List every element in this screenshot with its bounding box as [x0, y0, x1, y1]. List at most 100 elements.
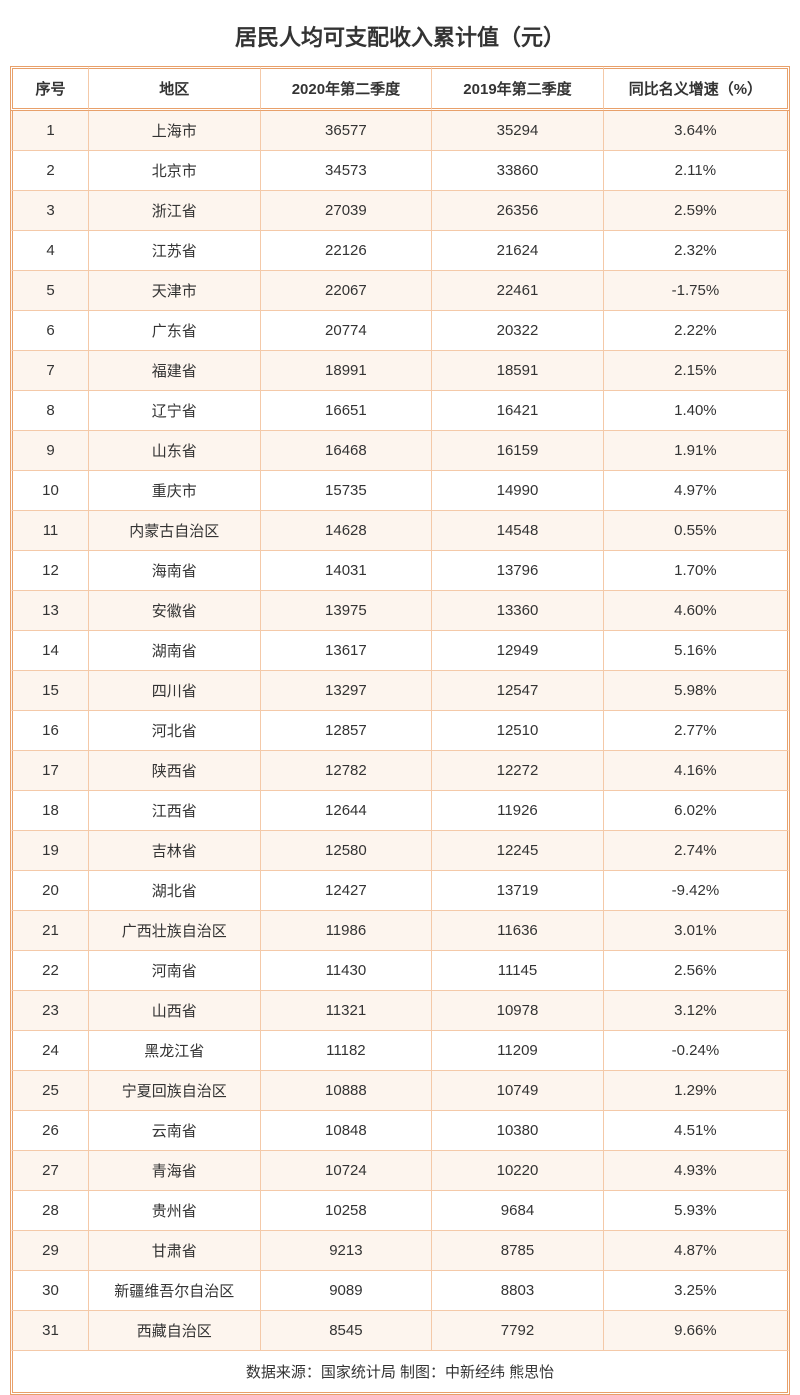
table-row: 14湖南省13617129495.16% — [10, 631, 790, 671]
table-cell: 12 — [10, 551, 88, 591]
table-cell: 西藏自治区 — [88, 1311, 260, 1351]
table-cell: 4 — [10, 231, 88, 271]
table-cell: 新疆维吾尔自治区 — [88, 1271, 260, 1311]
table-cell: 25 — [10, 1071, 88, 1111]
table-cell: 12949 — [431, 631, 603, 671]
table-cell: 4.60% — [603, 591, 790, 631]
table-cell: 10848 — [260, 1111, 432, 1151]
table-cell: 8803 — [431, 1271, 603, 1311]
table-cell: 3.64% — [603, 111, 790, 151]
table-cell: 四川省 — [88, 671, 260, 711]
table-cell: 1.40% — [603, 391, 790, 431]
table-cell: 16651 — [260, 391, 432, 431]
table-row: 3浙江省27039263562.59% — [10, 191, 790, 231]
table-cell: 11182 — [260, 1031, 432, 1071]
table-row: 8辽宁省16651164211.40% — [10, 391, 790, 431]
table-cell: 18 — [10, 791, 88, 831]
table-row: 11内蒙古自治区14628145480.55% — [10, 511, 790, 551]
table-cell: 4.97% — [603, 471, 790, 511]
table-row: 27青海省10724102204.93% — [10, 1151, 790, 1191]
table-cell: 陕西省 — [88, 751, 260, 791]
table-cell: 广东省 — [88, 311, 260, 351]
table-cell: 10220 — [431, 1151, 603, 1191]
table-footer-row: 数据来源：国家统计局 制图：中新经纬 熊思怡 — [10, 1351, 790, 1395]
table-row: 24黑龙江省1118211209-0.24% — [10, 1031, 790, 1071]
table-cell: 11321 — [260, 991, 432, 1031]
table-cell: 1.70% — [603, 551, 790, 591]
table-row: 13安徽省13975133604.60% — [10, 591, 790, 631]
table-cell: 14628 — [260, 511, 432, 551]
table-cell: 12857 — [260, 711, 432, 751]
table-cell: 22 — [10, 951, 88, 991]
table-cell: 湖南省 — [88, 631, 260, 671]
table-row: 16河北省12857125102.77% — [10, 711, 790, 751]
table-cell: 5 — [10, 271, 88, 311]
table-cell: 12580 — [260, 831, 432, 871]
table-cell: 10749 — [431, 1071, 603, 1111]
table-cell: 6.02% — [603, 791, 790, 831]
page-title: 居民人均可支配收入累计值（元） — [10, 0, 790, 66]
table-cell: 贵州省 — [88, 1191, 260, 1231]
table-cell: 12245 — [431, 831, 603, 871]
table-cell: 3.01% — [603, 911, 790, 951]
table-row: 19吉林省12580122452.74% — [10, 831, 790, 871]
table-row: 17陕西省12782122724.16% — [10, 751, 790, 791]
table-row: 30新疆维吾尔自治区908988033.25% — [10, 1271, 790, 1311]
table-cell: 28 — [10, 1191, 88, 1231]
table-cell: 16 — [10, 711, 88, 751]
table-cell: 2.32% — [603, 231, 790, 271]
table-cell: -9.42% — [603, 871, 790, 911]
table-cell: 5.98% — [603, 671, 790, 711]
table-cell: 4.87% — [603, 1231, 790, 1271]
table-cell: -1.75% — [603, 271, 790, 311]
table-header-row: 序号 地区 2020年第二季度 2019年第二季度 同比名义增速（%） — [10, 66, 790, 111]
table-cell: 5.93% — [603, 1191, 790, 1231]
table-cell: 11986 — [260, 911, 432, 951]
table-cell: 山东省 — [88, 431, 260, 471]
table-cell: 21 — [10, 911, 88, 951]
table-row: 5天津市2206722461-1.75% — [10, 271, 790, 311]
table-cell: 10380 — [431, 1111, 603, 1151]
table-cell: 34573 — [260, 151, 432, 191]
table-cell: 2.56% — [603, 951, 790, 991]
table-cell: 31 — [10, 1311, 88, 1351]
table-cell: 9.66% — [603, 1311, 790, 1351]
table-row: 29甘肃省921387854.87% — [10, 1231, 790, 1271]
table-cell: 12427 — [260, 871, 432, 911]
income-table: 序号 地区 2020年第二季度 2019年第二季度 同比名义增速（%） 1上海市… — [10, 66, 790, 1395]
table-cell: 13297 — [260, 671, 432, 711]
table-cell: 8545 — [260, 1311, 432, 1351]
table-cell: 27039 — [260, 191, 432, 231]
table-row: 12海南省14031137961.70% — [10, 551, 790, 591]
table-cell: 8785 — [431, 1231, 603, 1271]
table-row: 6广东省20774203222.22% — [10, 311, 790, 351]
table-cell: 山西省 — [88, 991, 260, 1031]
table-cell: 14548 — [431, 511, 603, 551]
table-cell: 黑龙江省 — [88, 1031, 260, 1071]
table-cell: 12644 — [260, 791, 432, 831]
table-cell: 13360 — [431, 591, 603, 631]
table-cell: 内蒙古自治区 — [88, 511, 260, 551]
table-cell: 1.29% — [603, 1071, 790, 1111]
table-cell: 辽宁省 — [88, 391, 260, 431]
table-cell: 26 — [10, 1111, 88, 1151]
table-cell: 河南省 — [88, 951, 260, 991]
table-cell: 20322 — [431, 311, 603, 351]
table-cell: 5.16% — [603, 631, 790, 671]
table-cell: 天津市 — [88, 271, 260, 311]
table-cell: 22067 — [260, 271, 432, 311]
table-cell: 安徽省 — [88, 591, 260, 631]
table-cell: 15 — [10, 671, 88, 711]
table-cell: 3.12% — [603, 991, 790, 1031]
table-cell: 河北省 — [88, 711, 260, 751]
table-cell: 13975 — [260, 591, 432, 631]
table-cell: 6 — [10, 311, 88, 351]
table-cell: 15735 — [260, 471, 432, 511]
table-cell: 19 — [10, 831, 88, 871]
table-row: 20湖北省1242713719-9.42% — [10, 871, 790, 911]
table-cell: 湖北省 — [88, 871, 260, 911]
table-cell: 11636 — [431, 911, 603, 951]
table-cell: 10258 — [260, 1191, 432, 1231]
table-cell: 重庆市 — [88, 471, 260, 511]
col-header-region: 地区 — [88, 66, 260, 111]
